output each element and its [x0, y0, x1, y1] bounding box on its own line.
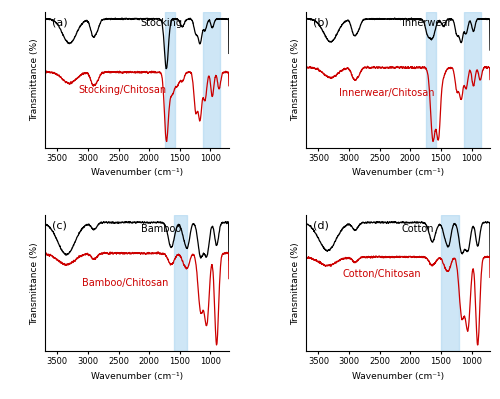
Text: Cotton/Chitosan: Cotton/Chitosan — [343, 269, 421, 279]
Text: (b): (b) — [314, 18, 329, 28]
Text: Stocking: Stocking — [140, 18, 182, 28]
Bar — [441, 215, 460, 351]
Y-axis label: Transmittance (%): Transmittance (%) — [30, 242, 40, 325]
X-axis label: Wavenumber (cm⁻¹): Wavenumber (cm⁻¹) — [352, 372, 444, 381]
Text: Stocking/Chitosan: Stocking/Chitosan — [78, 85, 166, 95]
Y-axis label: Transmittance (%): Transmittance (%) — [292, 242, 300, 325]
Text: Cotton: Cotton — [402, 224, 434, 234]
Text: (d): (d) — [314, 221, 330, 231]
Y-axis label: Transmittance (%): Transmittance (%) — [292, 38, 300, 121]
Y-axis label: Transmittance (%): Transmittance (%) — [30, 38, 40, 121]
Bar — [164, 12, 175, 148]
Bar — [202, 12, 220, 148]
Text: Innerwear/Chitosan: Innerwear/Chitosan — [339, 88, 434, 98]
Text: Bamboo: Bamboo — [140, 224, 181, 234]
X-axis label: Wavenumber (cm⁻¹): Wavenumber (cm⁻¹) — [352, 168, 444, 178]
Bar — [174, 215, 187, 351]
X-axis label: Wavenumber (cm⁻¹): Wavenumber (cm⁻¹) — [91, 372, 183, 381]
Text: (c): (c) — [52, 221, 67, 231]
Text: Bamboo/Chitosan: Bamboo/Chitosan — [82, 278, 168, 288]
Bar — [464, 12, 481, 148]
X-axis label: Wavenumber (cm⁻¹): Wavenumber (cm⁻¹) — [91, 168, 183, 178]
Bar — [426, 12, 436, 148]
Text: (a): (a) — [52, 18, 68, 28]
Text: Innerwear: Innerwear — [402, 18, 451, 28]
